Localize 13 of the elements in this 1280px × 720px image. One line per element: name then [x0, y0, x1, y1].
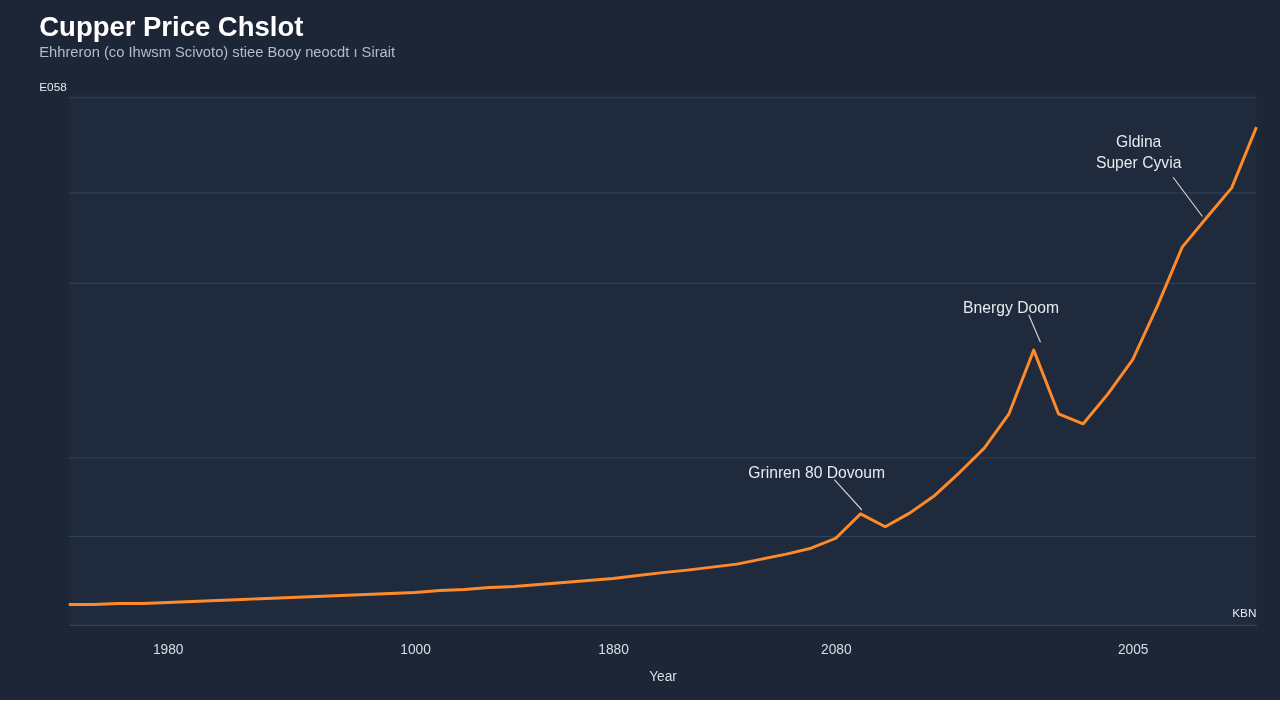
x-tick-label: 1000	[400, 641, 432, 657]
x-tick-label: 1880	[598, 641, 630, 657]
annotation: KBN	[1232, 605, 1257, 619]
x-axis-title: Year	[649, 669, 678, 685]
x-tick-label: 2080	[821, 641, 852, 657]
text: E058	[39, 79, 68, 93]
x-tick-label: 2005	[1117, 641, 1149, 657]
annotation: Bnergy Doom	[963, 298, 1059, 316]
chart-title: Cupper Price Chslot	[39, 10, 304, 42]
annotation: Gldina Super Cyvia	[1095, 132, 1182, 172]
x-tick-label: 1980	[152, 641, 184, 657]
annotation: Grinren 80 Dovoum	[748, 463, 886, 481]
chart-subtitle: Ehhreron (co Ihwsm Scivoto) stiee Booy neocdt ı Sirait	[39, 43, 396, 60]
